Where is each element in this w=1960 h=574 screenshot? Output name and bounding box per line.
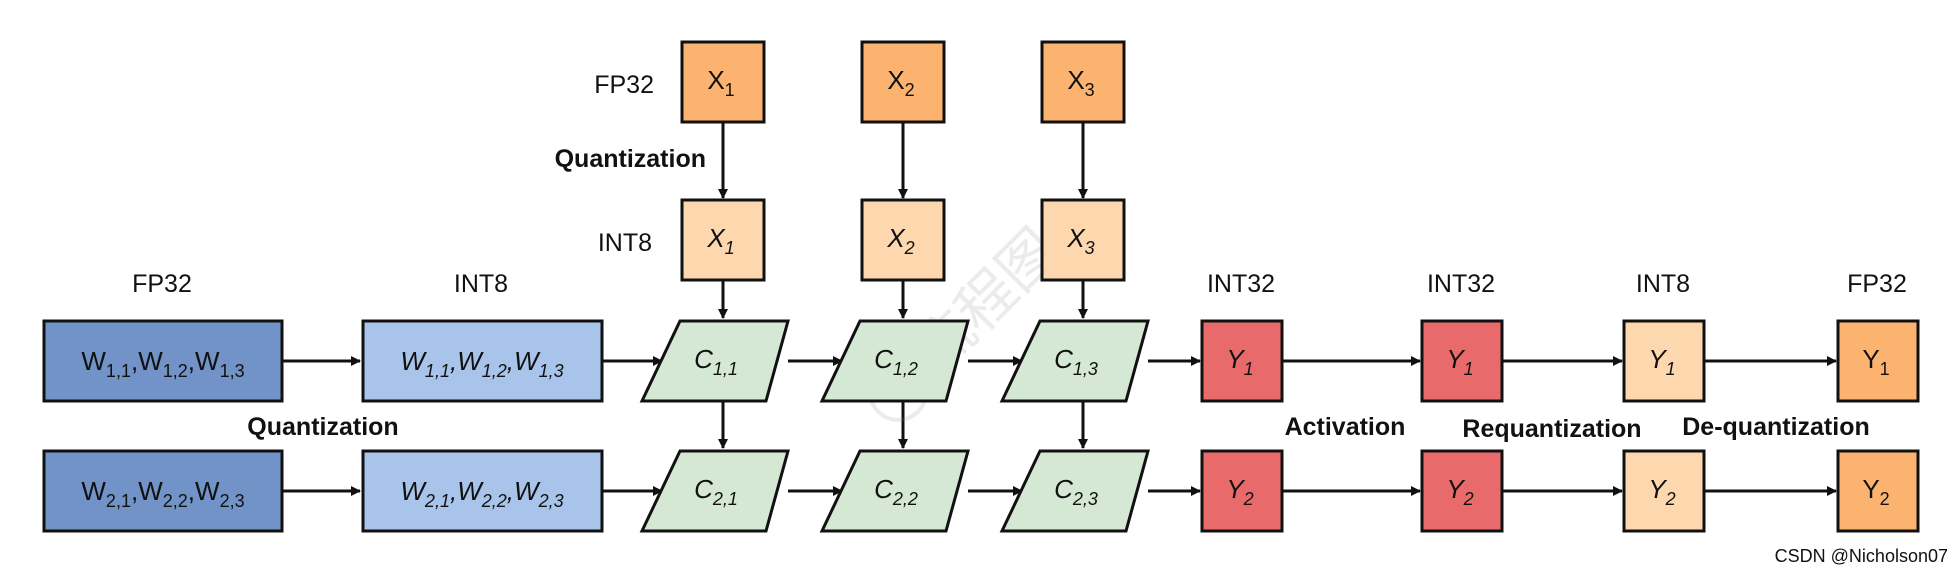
label-fp32-weights: FP32: [132, 270, 192, 298]
accumulator-box-c22: [819, 449, 970, 533]
fp32-input-box-x1: [680, 40, 766, 124]
fp32-output-text-y1: Y1: [1862, 344, 1889, 379]
int8-input-box-x3: [1040, 198, 1126, 282]
labels: FP32 INT8 Quantization FP32 INT8 Quantiz…: [132, 71, 1907, 443]
label-quantization-weights: Quantization: [247, 413, 398, 441]
label-fp32-inputs: FP32: [594, 71, 654, 99]
accumulator-text-c12: C1,2: [874, 344, 918, 379]
fp32-input-box-x2: [860, 40, 946, 124]
int8-output-box-y1: [1622, 319, 1706, 403]
int32-output-text-y2: Y2: [1226, 474, 1253, 509]
int8-input-box-x2: [860, 198, 946, 282]
int8-input-text-x3: X3: [1066, 223, 1094, 258]
accumulator-box-c23: [999, 449, 1150, 533]
accumulator-text-c22: C2,2: [874, 474, 918, 509]
fp32-weight-text-row1: W1,1,W1,2,W1,3: [81, 346, 244, 381]
label-dequantization: De-quantization: [1682, 413, 1870, 441]
label-fp32-out: FP32: [1847, 270, 1907, 298]
activated-output-text-y2: Y2: [1446, 474, 1473, 509]
nodes: [42, 40, 1920, 533]
fp32-input-text-x3: X3: [1067, 65, 1094, 100]
label-int32-a: INT32: [1207, 270, 1275, 298]
accumulator-text-c21: C2,1: [694, 474, 738, 509]
int8-output-text-y2: Y2: [1648, 474, 1675, 509]
int8-output-box-y2: [1622, 449, 1706, 533]
activated-output-box-y1: [1420, 319, 1504, 403]
node-labels: W1,1,W1,2,W1,3 W2,1,W2,2,W2,3 W1,1,W1,2,…: [81, 65, 1889, 511]
label-int8-out: INT8: [1636, 270, 1690, 298]
fp32-output-box-y1: [1836, 319, 1920, 403]
accumulator-box-c12: [819, 319, 970, 403]
fp32-input-box-x3: [1040, 40, 1126, 124]
int8-weight-box-row1: [361, 319, 604, 403]
fp32-input-text-x1: X1: [707, 65, 734, 100]
accumulator-text-c23: C2,3: [1054, 474, 1098, 509]
label-int32-b: INT32: [1427, 270, 1495, 298]
activated-output-box-y2: [1420, 449, 1504, 533]
fp32-weight-box-row1: [42, 319, 284, 403]
accumulator-box-c21: [639, 449, 790, 533]
accumulator-box-c13: [999, 319, 1150, 403]
arrows: [282, 122, 1837, 496]
int8-input-text-x2: X2: [886, 223, 914, 258]
int8-weight-text-row2: W2,1,W2,2,W2,3: [400, 476, 563, 511]
label-requantization: Requantization: [1462, 415, 1641, 443]
fp32-weight-text-row2: W2,1,W2,2,W2,3: [81, 476, 244, 511]
activated-output-text-y1: Y1: [1446, 344, 1473, 379]
accumulator-box-c11: [639, 319, 790, 403]
fp32-output-text-y2: Y2: [1862, 474, 1889, 509]
int32-output-box-y1: [1200, 319, 1284, 403]
label-int8-inputs: INT8: [598, 229, 652, 257]
int32-output-text-y1: Y1: [1226, 344, 1253, 379]
label-activation: Activation: [1285, 413, 1406, 441]
csdn-credit: CSDN @Nicholson07: [1775, 546, 1948, 566]
int8-weight-text-row1: W1,1,W1,2,W1,3: [400, 346, 563, 381]
label-quantization-inputs: Quantization: [555, 145, 706, 173]
fp32-weight-box-row2: [42, 449, 284, 533]
int32-output-box-y2: [1200, 449, 1284, 533]
fp32-input-text-x2: X2: [887, 65, 914, 100]
accumulator-text-c11: C1,1: [694, 344, 738, 379]
int8-input-box-x1: [680, 198, 766, 282]
label-int8-weights: INT8: [454, 270, 508, 298]
fp32-output-box-y2: [1836, 449, 1920, 533]
int8-weight-box-row2: [361, 449, 604, 533]
accumulator-text-c13: C1,3: [1054, 344, 1098, 379]
int8-output-text-y1: Y1: [1648, 344, 1675, 379]
int8-input-text-x1: X1: [706, 223, 734, 258]
